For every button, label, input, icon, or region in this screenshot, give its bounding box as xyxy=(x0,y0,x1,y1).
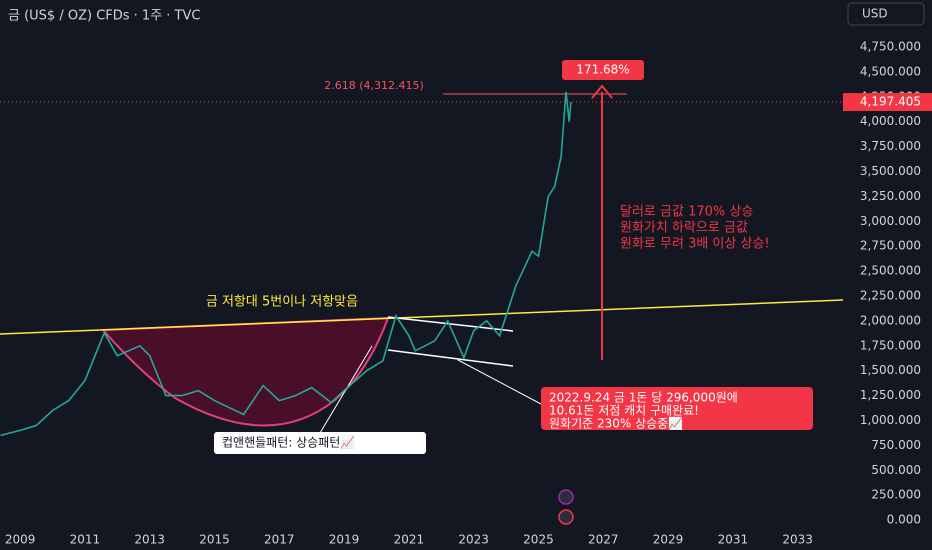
purchase-note: 원화기준 230% 상승중📈 xyxy=(549,417,683,431)
usd-note: 원화로 무려 3배 이상 상승! xyxy=(620,237,770,252)
x-tick-label: 2023 xyxy=(458,533,489,547)
y-tick-label: 0.000 xyxy=(887,513,921,527)
event-icon[interactable] xyxy=(558,489,574,505)
price-line xyxy=(0,91,572,437)
y-tick-label: 1,000.000 xyxy=(860,413,921,427)
usd-note: 달러로 금값 170% 상승 xyxy=(620,205,753,220)
y-tick-label: 250.000 xyxy=(871,488,921,502)
chart-title: 금 (US$ / OZ) CFDs · 1주 · TVC xyxy=(8,9,200,24)
y-tick-label: 4,750.000 xyxy=(860,40,921,54)
x-tick-label: 2019 xyxy=(329,533,360,547)
purchase-note: 2022.9.24 금 1돈 당 296,000원에 xyxy=(549,391,738,405)
cup-pattern xyxy=(100,316,390,427)
y-tick-label: 4,000.000 xyxy=(860,114,921,128)
x-tick-label: 2013 xyxy=(134,533,165,547)
currency-label[interactable]: USD xyxy=(862,7,888,21)
event-icon[interactable] xyxy=(558,509,574,525)
purchase-note: 10.61돈 저점 캐치 구매완료! xyxy=(549,404,699,418)
x-tick-label: 2027 xyxy=(588,533,619,547)
fib-label: 2.618 (4,312.415) xyxy=(324,79,424,92)
x-tick-label: 2017 xyxy=(264,533,295,547)
purchase-box xyxy=(541,387,813,430)
y-tick-label: 2,250.000 xyxy=(860,288,921,302)
x-tick-label: 2011 xyxy=(70,533,101,547)
resistance-line xyxy=(0,299,844,335)
pattern-box xyxy=(214,432,426,454)
y-tick-label: 1,250.000 xyxy=(860,388,921,402)
y-tick-label: 2,500.000 xyxy=(860,264,921,278)
y-tick-label: 4,500.000 xyxy=(860,64,921,78)
x-tick-label: 2025 xyxy=(523,533,554,547)
channel-line xyxy=(387,316,514,332)
usd-note: 원화가치 하락으로 금값 xyxy=(620,221,748,236)
x-tick-label: 2015 xyxy=(199,533,230,547)
y-tick-label: 3,750.000 xyxy=(860,139,921,153)
gain-box xyxy=(562,60,644,80)
y-tick-label: 750.000 xyxy=(871,438,921,452)
resistance-note: 금 저항대 5번이나 저항맞음 xyxy=(206,295,358,310)
x-tick-label: 2009 xyxy=(5,533,36,547)
x-tick-label: 2033 xyxy=(782,533,813,547)
pattern-label: 컵앤핸들패턴: 상승패턴📈 xyxy=(222,435,355,450)
y-tick-label: 2,750.000 xyxy=(860,239,921,253)
x-tick-label: 2031 xyxy=(718,533,749,547)
gain-label: 171.68% xyxy=(576,63,629,77)
last-price-box xyxy=(843,93,932,112)
y-tick-label: 1,750.000 xyxy=(860,338,921,352)
y-tick-label: 3,250.000 xyxy=(860,189,921,203)
y-tick-label: 2,000.000 xyxy=(860,313,921,327)
currency-button[interactable] xyxy=(847,2,925,26)
y-tick-label: 500.000 xyxy=(871,463,921,477)
channel-line xyxy=(387,349,514,367)
x-tick-label: 2021 xyxy=(394,533,425,547)
gain-arrowhead xyxy=(591,84,613,99)
x-tick-label: 2029 xyxy=(653,533,684,547)
pointer-line xyxy=(457,359,542,405)
y-tick-label: 1,500.000 xyxy=(860,363,921,377)
last-price-label: 4,197.405 xyxy=(860,95,921,109)
y-tick-label: 3,000.000 xyxy=(860,214,921,228)
y-tick-label: 3,500.000 xyxy=(860,164,921,178)
